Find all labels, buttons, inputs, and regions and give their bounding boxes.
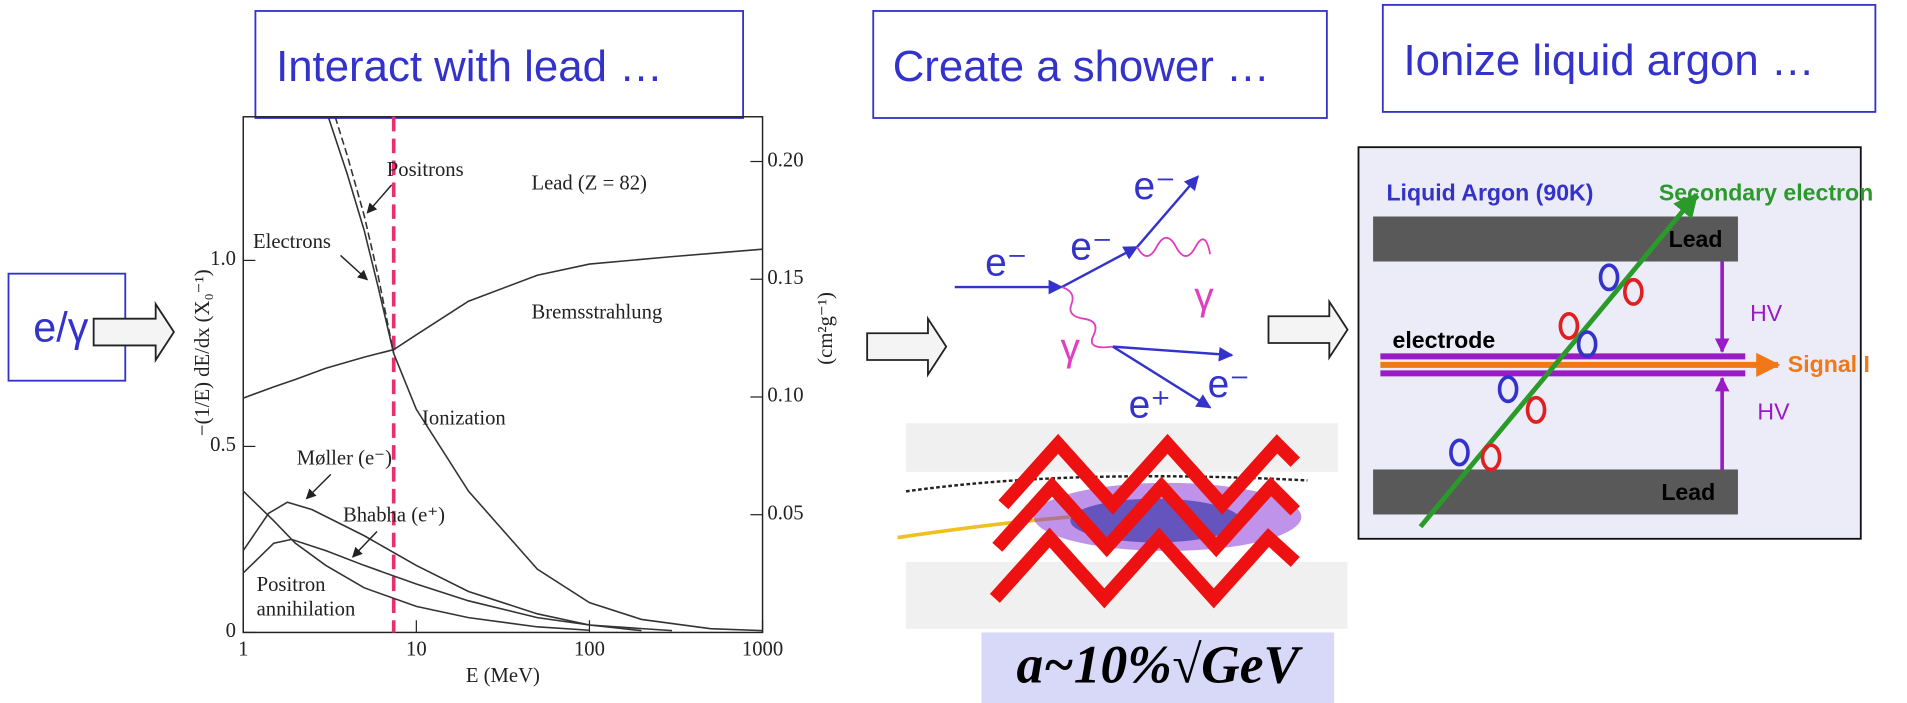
plot-frame bbox=[243, 117, 762, 633]
series-label: Ionization bbox=[422, 407, 506, 429]
hv-label: HV bbox=[1750, 300, 1783, 326]
curve bbox=[243, 249, 762, 398]
pointer-arrow bbox=[306, 474, 330, 498]
y-tick-label: 0 bbox=[226, 620, 236, 642]
series-label: Møller (e⁻) bbox=[297, 447, 392, 469]
photon bbox=[1137, 238, 1210, 256]
slide: Interact with lead … Create a shower … I… bbox=[0, 0, 1907, 703]
shower-image bbox=[898, 423, 1348, 629]
series-label: Bhabha (e⁺) bbox=[343, 505, 445, 527]
resolution-formula: a~10%√GeV bbox=[1016, 634, 1303, 694]
x-tick-label: 1 bbox=[238, 638, 248, 660]
panel-title: Ionize liquid argon … bbox=[1403, 36, 1814, 85]
series-label: Electrons bbox=[253, 231, 331, 253]
secondary-label: Secondary electron bbox=[1659, 180, 1873, 206]
y2-tick-label: 0.20 bbox=[767, 149, 803, 171]
particle-label: γ bbox=[1194, 275, 1214, 318]
medium-label: Liquid Argon (90K) bbox=[1386, 180, 1593, 206]
flow-arrow bbox=[1268, 302, 1347, 358]
flow-arrow bbox=[867, 319, 946, 375]
series-label: Positrons bbox=[387, 159, 464, 181]
x-axis-label: E (MeV) bbox=[466, 665, 540, 687]
y2-tick-label: 0.05 bbox=[767, 502, 803, 524]
lead-label: Lead bbox=[1669, 226, 1723, 252]
signal-label: Signal I bbox=[1788, 351, 1870, 377]
y-tick-label: 1.0 bbox=[210, 248, 236, 270]
particle-label: γ bbox=[1061, 327, 1081, 370]
pointer-arrow bbox=[341, 255, 368, 279]
pointer-arrow bbox=[367, 185, 391, 213]
particle-label: e⁻ bbox=[1070, 226, 1112, 269]
y2-tick-label: 0.15 bbox=[767, 267, 803, 289]
hv-label: HV bbox=[1757, 399, 1790, 425]
particle-label: e⁻ bbox=[1133, 165, 1175, 208]
input-label: e/γ bbox=[33, 305, 88, 351]
y-axis-label: −(1/E) dE/dx (X₀⁻¹) bbox=[192, 269, 214, 436]
y2-axis-label: (cm²g⁻¹) bbox=[815, 292, 837, 365]
y2-tick-label: 0.10 bbox=[767, 385, 803, 407]
shower-diagram: e⁻ e⁻ e⁻ γ γ e⁺ e⁻ bbox=[955, 165, 1250, 427]
panel-title: Create a shower … bbox=[893, 42, 1270, 91]
plot: 1 10 100 1000 0 0.5 1.0 0.05 0.10 0.15 0.20 E (MeV)… bbox=[192, 117, 837, 687]
chart-annotation: Lead (Z = 82) bbox=[531, 173, 646, 195]
x-tick-label: 1000 bbox=[742, 638, 783, 660]
panel-title: Interact with lead … bbox=[276, 42, 663, 91]
x-tick-label: 10 bbox=[406, 638, 427, 660]
particle-label: e⁻ bbox=[1208, 363, 1250, 406]
x-tick-label: 100 bbox=[574, 638, 605, 660]
particle-label: e⁻ bbox=[985, 241, 1027, 284]
particle-label: e⁺ bbox=[1129, 384, 1171, 427]
y-tick-label: 0.5 bbox=[210, 434, 236, 456]
curve bbox=[394, 353, 763, 630]
track bbox=[1113, 347, 1232, 356]
electrode-label: electrode bbox=[1393, 327, 1496, 353]
series-label: Bremsstrahlung bbox=[531, 302, 662, 324]
lead-label: Lead bbox=[1661, 479, 1715, 505]
argon-panel: Liquid Argon (90K) Secondary electron Le… bbox=[1358, 147, 1873, 539]
curve bbox=[328, 117, 393, 354]
